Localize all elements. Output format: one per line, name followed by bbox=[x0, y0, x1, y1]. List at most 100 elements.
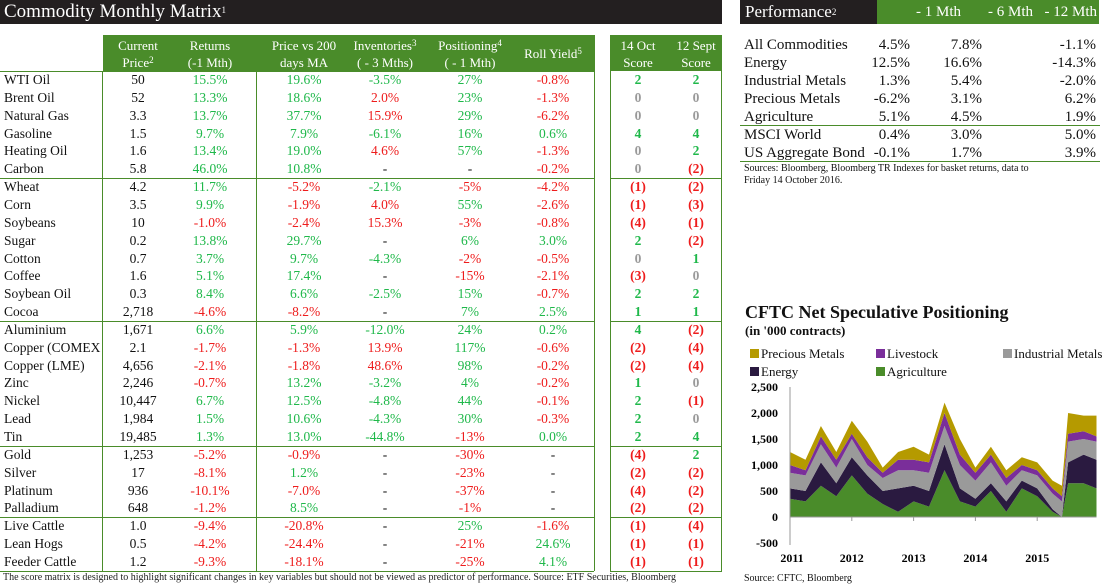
score-oct-cell: 0 bbox=[634, 161, 642, 177]
inventories-cell: -4.8% bbox=[368, 393, 402, 409]
positioning-cell: 29% bbox=[457, 107, 483, 123]
commodity-name: Feeder Cattle bbox=[4, 553, 77, 569]
returns-cell: -1.2% bbox=[193, 500, 227, 516]
divider bbox=[594, 35, 595, 571]
inventories-cell: - bbox=[382, 464, 388, 480]
legend-swatch bbox=[750, 349, 759, 358]
x-tick-label: 2015 bbox=[1025, 551, 1049, 565]
price-cell: 1.6 bbox=[129, 143, 147, 159]
table-row: Copper (COMEX 2.1 -1.7% -1.3% 13.9% 117% -0.6%… bbox=[0, 339, 722, 357]
score-oct-cell: (1) bbox=[630, 536, 646, 552]
column-header: Returns (-1 Mth) bbox=[188, 37, 232, 71]
roll-yield-cell: 0.0% bbox=[538, 429, 568, 444]
group-divider bbox=[0, 320, 594, 322]
price-vs-ma-cell: -8.2% bbox=[287, 304, 321, 320]
header-line: ( - 3 Mths) bbox=[357, 55, 413, 70]
returns-cell: 6.6% bbox=[195, 321, 225, 337]
performance-row: MSCI World 0.4% 3.0% 5.0% bbox=[744, 126, 1100, 144]
price-vs-ma-cell: 1.2% bbox=[289, 464, 319, 480]
chart-title: CFTC Net Speculative Positioning bbox=[745, 302, 1009, 322]
returns-cell: -1.7% bbox=[193, 339, 227, 355]
perf-1mth: -6.2% bbox=[873, 91, 910, 107]
price-cell: 1.6 bbox=[129, 268, 147, 284]
table-row: Gold 1,253 -5.2% -0.9% - -30% - (4) 2 bbox=[0, 446, 722, 464]
inventories-cell: 48.6% bbox=[367, 357, 403, 373]
inventories-cell: 2.0% bbox=[370, 89, 400, 105]
perf-12mth: -1.1% bbox=[1059, 37, 1096, 53]
price-vs-ma-cell: -0.9% bbox=[287, 446, 321, 462]
score-oct-cell: (1) bbox=[630, 553, 646, 569]
returns-cell: 6.7% bbox=[195, 393, 225, 409]
perf-12mth: 3.9% bbox=[1064, 145, 1096, 161]
positioning-cell: -1% bbox=[458, 500, 482, 516]
performance-row: Industrial Metals 1.3% 5.4% -2.0% bbox=[744, 72, 1100, 90]
returns-cell: 11.7% bbox=[192, 179, 228, 195]
price-vs-ma-cell: -18.1% bbox=[284, 553, 324, 569]
price-vs-ma-cell: -5.2% bbox=[287, 179, 321, 195]
roll-yield-cell: -0.8% bbox=[536, 214, 570, 230]
price-cell: 936 bbox=[127, 482, 149, 498]
matrix-title: Commodity Monthly Matrix1 bbox=[0, 0, 722, 24]
header-line: (-1 Mth) bbox=[187, 55, 233, 70]
perf-6mth: 3.0% bbox=[950, 127, 982, 143]
commodity-name: Copper (COMEX bbox=[4, 339, 101, 355]
score-oct-cell: (2) bbox=[630, 357, 646, 373]
score-sept-cell: (2) bbox=[688, 232, 704, 248]
positioning-cell: 16% bbox=[457, 125, 483, 141]
perf-1mth: 0.4% bbox=[878, 127, 910, 143]
y-tick-label: 500 bbox=[760, 484, 778, 498]
performance-row: All Commodities 4.5% 7.8% -1.1% bbox=[744, 36, 1100, 54]
table-row: WTI Oil 50 15.5% 19.6% -3.5% 27% -0.8% 2 2 bbox=[0, 71, 722, 89]
positioning-cell: -23% bbox=[455, 464, 485, 480]
score-sept-cell: (1) bbox=[688, 393, 704, 409]
positioning-cell: 57% bbox=[457, 143, 483, 159]
column-header: Current Price2 bbox=[118, 37, 158, 71]
roll-yield-cell: - bbox=[550, 500, 556, 516]
roll-yield-cell: 0.6% bbox=[538, 125, 568, 141]
returns-cell: -4.2% bbox=[193, 536, 227, 552]
inventories-cell: 4.6% bbox=[370, 143, 400, 159]
matrix-title-text: Commodity Monthly Matrix bbox=[4, 1, 222, 22]
roll-yield-cell: 0.2% bbox=[538, 321, 568, 337]
price-cell: 648 bbox=[127, 500, 149, 516]
returns-cell: -8.1% bbox=[193, 464, 227, 480]
perf-1mth: -0.1% bbox=[873, 145, 910, 161]
price-vs-ma-cell: -20.8% bbox=[284, 518, 324, 534]
legend-swatch bbox=[1003, 349, 1012, 358]
score-sept-cell: 0 bbox=[692, 107, 700, 123]
group-divider bbox=[610, 445, 722, 447]
col-12mth: - 12 Mth bbox=[1044, 4, 1098, 20]
performance-title: Performance2 bbox=[740, 0, 877, 24]
header-line: ( - 1 Mth) bbox=[444, 55, 496, 70]
score-oct-cell: 0 bbox=[634, 107, 642, 123]
price-vs-ma-cell: 8.5% bbox=[289, 500, 319, 516]
commodity-name: Brent Oil bbox=[4, 89, 55, 105]
returns-cell: -4.6% bbox=[193, 304, 227, 320]
inventories-cell: -2.1% bbox=[368, 179, 402, 195]
positioning-cell: -30% bbox=[455, 446, 485, 462]
score-oct-cell: 1 bbox=[634, 304, 642, 320]
score-oct-cell: 2 bbox=[634, 286, 642, 302]
returns-cell: -0.7% bbox=[193, 375, 227, 391]
price-vs-ma-cell: 6.6% bbox=[289, 286, 319, 302]
price-vs-ma-cell: 19.6% bbox=[286, 72, 322, 87]
column-header: Inventories3 ( - 3 Mths) bbox=[354, 37, 417, 71]
perf-1mth: 1.3% bbox=[878, 73, 910, 89]
returns-cell: -10.1% bbox=[190, 482, 230, 498]
inventories-cell: 13.9% bbox=[367, 339, 403, 355]
score-header-band bbox=[610, 35, 722, 71]
table-row: Gasoline 1.5 9.7% 7.9% -6.1% 16% 0.6% 4 4 bbox=[0, 125, 722, 143]
returns-cell: 13.4% bbox=[192, 143, 228, 159]
commodity-name: Soybeans bbox=[4, 214, 56, 230]
commodity-name: Sugar bbox=[4, 232, 36, 248]
table-row: Copper (LME) 4,656 -2.1% -1.8% 48.6% 98% -0.2%… bbox=[0, 357, 722, 375]
roll-yield-cell: -0.6% bbox=[536, 339, 570, 355]
score-oct-cell: 2 bbox=[634, 232, 642, 248]
table-row: Cocoa 2,718 -4.6% -8.2% - 7% 2.5% 1 1 bbox=[0, 303, 722, 321]
inventories-cell: 15.3% bbox=[367, 214, 403, 230]
commodity-name: Cocoa bbox=[4, 304, 39, 320]
y-tick-label: 1,000 bbox=[751, 458, 778, 472]
commodity-name: Nickel bbox=[4, 393, 40, 409]
score-oct-cell: 2 bbox=[634, 72, 642, 87]
header-line: Price vs 200 bbox=[271, 38, 337, 53]
